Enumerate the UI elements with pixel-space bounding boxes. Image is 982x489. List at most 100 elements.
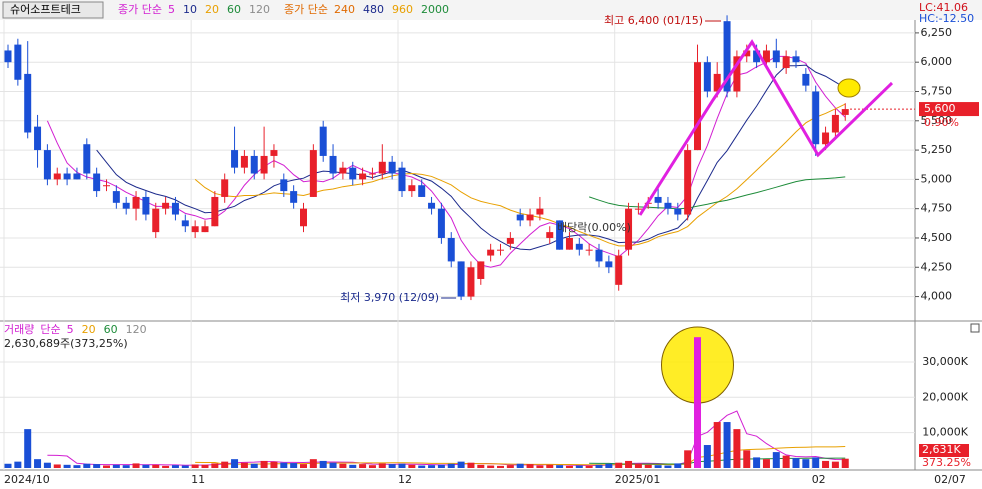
volume-bar: [634, 463, 642, 468]
legend-period: 10: [183, 3, 197, 16]
candle-body: [132, 196, 140, 209]
volume-bar: [703, 445, 711, 468]
volume-bar: [122, 465, 130, 468]
candle-body: [300, 208, 307, 227]
volume-bar: [359, 464, 367, 468]
volume-tick-label: 30,000K: [922, 355, 968, 368]
candle-body: [625, 208, 633, 250]
legend-period: 5: [168, 3, 175, 16]
y-tick-label: 4,500: [921, 231, 953, 244]
plot: 종가 단순 5 10 20 60 120 종가 단순 240 480 960 2000 4,000 4,…: [0, 3, 979, 486]
volume-bar: [684, 450, 692, 468]
candle-body: [93, 173, 101, 192]
volume-bar: [595, 464, 603, 468]
volume-bar: [457, 461, 465, 468]
y-tick-label: 6,000: [921, 55, 953, 68]
volume-bar: [506, 465, 514, 468]
price-ma: [46, 55, 846, 268]
candle-body: [812, 91, 820, 145]
volume-bar: [112, 464, 120, 468]
volume-bar: [723, 422, 731, 468]
volume-bar: [556, 465, 564, 468]
legend-label: 단순: [40, 323, 60, 336]
candle-body: [221, 179, 229, 197]
volume-bar: [605, 463, 613, 468]
candle-body: [477, 261, 485, 279]
candle-body: [437, 208, 445, 238]
price-ma: [588, 176, 846, 210]
last-price: 5,600: [924, 102, 956, 115]
candle-body: [487, 249, 495, 256]
volume-bar: [782, 455, 790, 468]
candle-body: [723, 21, 731, 92]
candle-body: [841, 109, 849, 115]
candle-body: [171, 202, 179, 215]
volume-bar: [398, 463, 406, 468]
candle-body: [743, 50, 751, 57]
volume-bar: [802, 459, 810, 468]
volume-bar: [565, 465, 573, 468]
candle-body: [181, 220, 189, 227]
y-tick-label: 5,500: [921, 114, 953, 127]
legend-period: 20: [205, 3, 219, 16]
volume-bar: [625, 460, 633, 468]
volume-bar: [408, 464, 416, 468]
volume-bar: [654, 465, 662, 468]
candle-body: [605, 261, 613, 268]
candle-body: [762, 50, 770, 63]
volume-bar: [546, 464, 554, 468]
volume-bar: [53, 464, 61, 468]
volume-bar: [250, 463, 258, 468]
candle-body: [24, 73, 32, 133]
candle-body: [536, 208, 544, 215]
candle-body: [792, 56, 800, 63]
volume-bar: [211, 463, 219, 468]
volume-bar: [467, 462, 475, 468]
volume-bar: [743, 450, 751, 468]
stock-name-box[interactable]: [2, 1, 104, 19]
candle-body: [733, 56, 741, 92]
candle-body: [575, 243, 583, 250]
candle-body: [122, 202, 130, 209]
volume-bar: [674, 463, 682, 468]
y-tick-label: 5,250: [921, 143, 953, 156]
legend-period: 20: [82, 323, 96, 336]
candle-body: [250, 155, 258, 174]
volume-bar: [487, 465, 495, 468]
candle-body: [260, 155, 268, 174]
y-tick-label: 5,750: [921, 84, 953, 97]
volume-summary: 2,630,689주(373,25%): [4, 337, 128, 350]
volume-bar: [812, 457, 820, 468]
y-tick-label: 4,250: [921, 260, 953, 273]
candle-body: [240, 155, 248, 168]
volume-bar: [270, 461, 278, 468]
x-tick-label: 2025/01: [615, 473, 661, 486]
candle-body: [43, 150, 51, 180]
volume-bar: [300, 464, 307, 468]
volume-bar: [319, 460, 327, 468]
candle-body: [447, 237, 455, 262]
volume-bar: [713, 422, 721, 468]
volume-bar: [191, 464, 199, 468]
legend-period: 60: [227, 3, 241, 16]
close-button[interactable]: [970, 323, 980, 333]
candle-body: [506, 237, 514, 244]
candle-body: [368, 173, 376, 175]
volume-bar: [831, 461, 839, 468]
volume-bar: [418, 465, 426, 468]
volume-bar: [152, 464, 160, 468]
candle-body: [152, 208, 160, 233]
volume-bar: [171, 465, 179, 468]
legend-period: 120: [126, 323, 147, 336]
candle-body: [112, 191, 120, 203]
y-tick-label: 4,000: [921, 290, 953, 303]
candle-body: [359, 173, 367, 180]
volume-bar: [477, 464, 485, 468]
volume-bar: [240, 462, 248, 468]
candle-body: [280, 179, 288, 192]
y-tick-label: 6,250: [921, 26, 953, 39]
volume-title: 거래량: [4, 323, 34, 336]
end-date: 02/07: [934, 473, 966, 486]
candle-body: [753, 50, 761, 63]
candle-body: [684, 150, 692, 215]
